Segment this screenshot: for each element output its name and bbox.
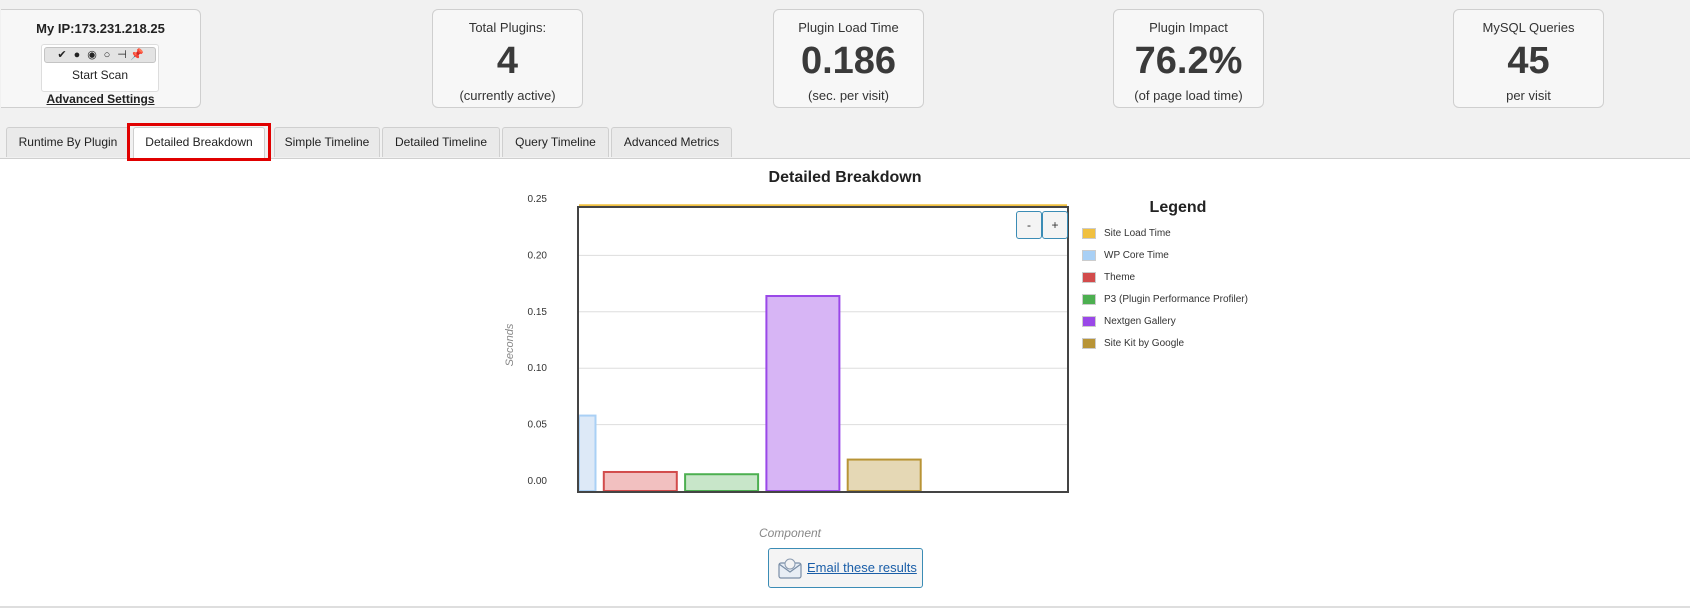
x-axis-label: Component — [758, 526, 822, 540]
tab-advanced-metrics[interactable]: Advanced Metrics — [611, 127, 732, 157]
tab-detailed-timeline[interactable]: Detailed Timeline — [382, 127, 500, 157]
legend-swatch — [1082, 338, 1096, 349]
stat-sublabel: (currently active) — [459, 88, 556, 103]
email-results-button[interactable]: Email these results — [768, 548, 923, 588]
footer-divider — [0, 606, 1690, 608]
stat-label: Plugin Load Time — [798, 20, 899, 35]
stat-value: 0.186 — [800, 40, 897, 82]
start-scan-card[interactable]: ✔ ● ◉ ○ ⊣ 📌 Start Scan — [41, 44, 159, 92]
tab-detailed-breakdown[interactable]: Detailed Breakdown — [133, 127, 265, 158]
stat-label: MySQL Queries — [1482, 20, 1575, 35]
y-tick-label: 0.10 — [528, 363, 548, 374]
legend-swatch — [1082, 272, 1096, 283]
tab-bar: Runtime By Plugin Detailed Breakdown Sim… — [0, 121, 1690, 159]
bar-wp-core-time — [578, 414, 597, 492]
bar-site-kit-by-google — [846, 458, 922, 492]
y-axis-ticks: 0.25 0.20 0.15 0.10 0.05 0.00 — [528, 194, 548, 487]
stat-label: Plugin Impact — [1149, 20, 1228, 35]
bar-nextgen-gallery — [765, 295, 841, 492]
mysql-queries-card: MySQL Queries 45 per visit — [1453, 9, 1604, 108]
legend-label: Theme — [1104, 272, 1136, 283]
scan-panel: My IP:173.231.218.25 ✔ ● ◉ ○ ⊣ 📌 Start Scan A… — [1, 9, 201, 108]
y-tick-label: 0.25 — [528, 194, 548, 205]
ring-icon[interactable]: ◉ — [87, 49, 98, 61]
total-plugins-card: Total Plugins: 4 (currently active) — [432, 9, 583, 108]
plugin-load-time-card: Plugin Load Time 0.186 (sec. per visit) — [773, 9, 924, 108]
bar-theme — [602, 470, 678, 493]
envelope-icon — [778, 558, 802, 579]
legend-title: Legend — [1149, 199, 1207, 216]
tab-query-timeline[interactable]: Query Timeline — [502, 127, 609, 157]
hollow-circle-icon[interactable]: ○ — [103, 49, 112, 61]
legend-swatch — [1082, 316, 1096, 327]
bars — [578, 295, 922, 493]
my-ip-label: My IP:173.231.218.25 — [36, 21, 165, 36]
stat-label: Total Plugins: — [468, 20, 547, 35]
pushpin-icon[interactable]: 📌 — [130, 49, 145, 61]
legend-swatch — [1082, 228, 1096, 239]
bar-p3-plugin-performance-profiler — [684, 473, 760, 492]
chart-title: Detailed Breakdown — [768, 169, 922, 186]
y-axis-label: Seconds — [504, 323, 516, 366]
y-tick-label: 0.00 — [528, 476, 548, 487]
zoom-out-button[interactable]: - — [1016, 211, 1042, 239]
email-results-label[interactable]: Email these results — [807, 560, 917, 575]
scan-icon-strip[interactable]: ✔ ● ◉ ○ ⊣ 📌 — [44, 47, 156, 63]
stat-value: 76.2% — [1134, 40, 1243, 82]
zoom-in-button[interactable]: + — [1042, 211, 1068, 239]
legend-swatch — [1082, 250, 1096, 261]
legend-label: Site Load Time — [1104, 228, 1171, 239]
tab-simple-timeline[interactable]: Simple Timeline — [274, 127, 380, 157]
stat-sublabel: (of page load time) — [1134, 88, 1243, 103]
y-tick-label: 0.15 — [528, 307, 548, 318]
legend-label: P3 (Plugin Performance Profiler) — [1104, 294, 1248, 305]
start-scan-button[interactable]: Start Scan — [71, 68, 129, 82]
legend-swatch — [1082, 294, 1096, 305]
stat-sublabel: (sec. per visit) — [808, 88, 889, 103]
stats-header: My IP:173.231.218.25 ✔ ● ◉ ○ ⊣ 📌 Start Scan A… — [0, 0, 1690, 122]
stat-value: 45 — [1507, 40, 1550, 82]
stat-value: 4 — [496, 40, 519, 82]
tab-runtime-by-plugin[interactable]: Runtime By Plugin — [6, 127, 130, 157]
stat-sublabel: per visit — [1506, 88, 1551, 103]
advanced-settings-link[interactable]: Advanced Settings — [46, 92, 155, 106]
filled-circle-icon[interactable]: ● — [73, 49, 82, 61]
legend-label: Nextgen Gallery — [1104, 316, 1176, 327]
pin-left-icon[interactable]: ⊣ — [117, 49, 128, 61]
plugin-impact-card: Plugin Impact 76.2% (of page load time) — [1113, 9, 1264, 108]
y-tick-label: 0.20 — [528, 250, 548, 261]
y-tick-label: 0.05 — [528, 420, 548, 431]
legend-label: WP Core Time — [1104, 250, 1169, 261]
legend-label: Site Kit by Google — [1104, 338, 1185, 349]
plot-frame — [577, 206, 1069, 493]
checkmark-icon[interactable]: ✔ — [57, 49, 68, 61]
